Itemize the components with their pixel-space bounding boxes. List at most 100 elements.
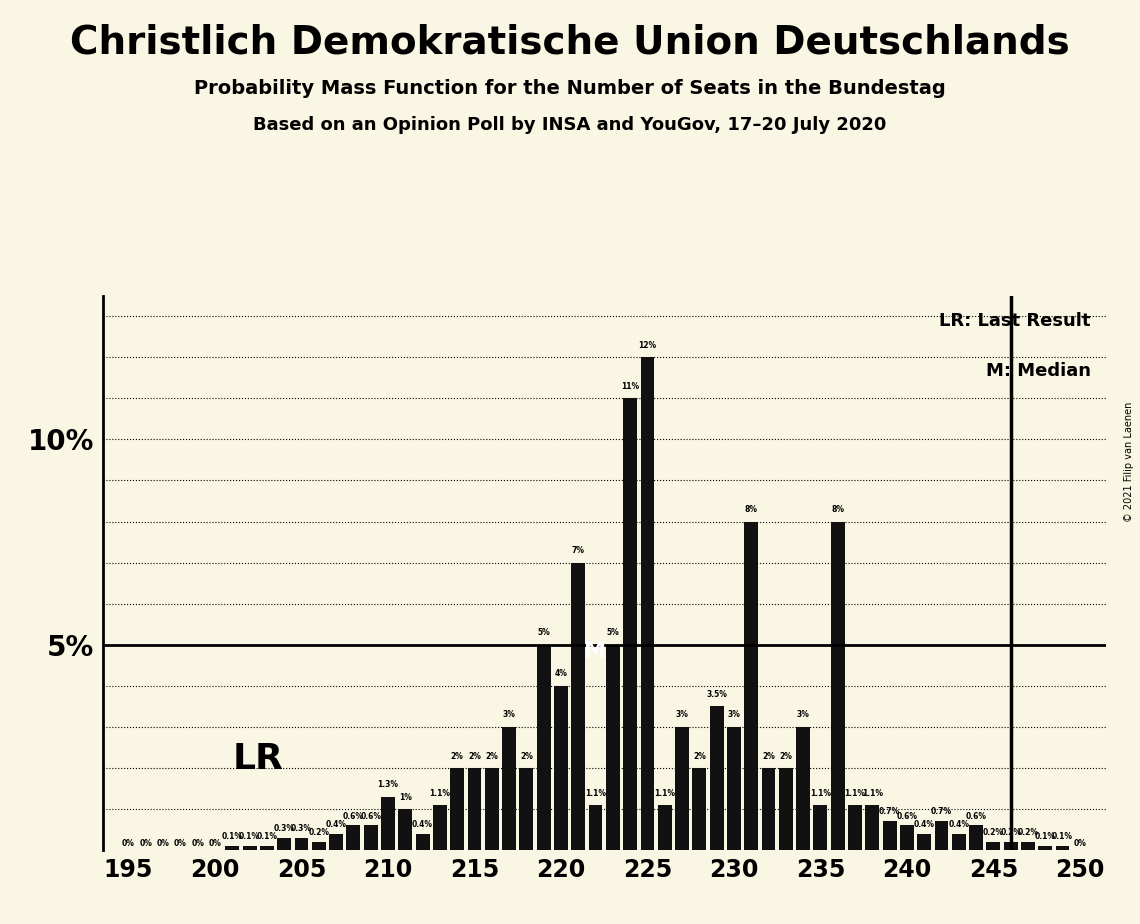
Bar (606, 645, 620, 850)
Bar (1021, 842, 1035, 850)
Text: 2%: 2% (486, 751, 498, 760)
Text: 12%: 12% (638, 341, 657, 350)
Bar (260, 846, 274, 850)
Text: 0.2%: 0.2% (1000, 828, 1021, 837)
Text: 1.1%: 1.1% (809, 788, 831, 797)
Bar (918, 833, 931, 850)
Text: Probability Mass Function for the Number of Seats in the Bundestag: Probability Mass Function for the Number… (194, 79, 946, 98)
Text: 0.7%: 0.7% (879, 808, 901, 817)
Text: © 2021 Filip van Laenen: © 2021 Filip van Laenen (1124, 402, 1134, 522)
Text: 1.1%: 1.1% (845, 788, 865, 797)
Bar (502, 727, 516, 850)
Bar (710, 706, 724, 850)
Text: 0%: 0% (1074, 839, 1086, 848)
Text: Christlich Demokratische Union Deutschlands: Christlich Demokratische Union Deutschla… (71, 23, 1069, 61)
Text: 1%: 1% (399, 793, 412, 802)
Bar (865, 805, 879, 850)
Text: 2%: 2% (693, 751, 706, 760)
Bar (675, 727, 689, 850)
Text: 3%: 3% (503, 711, 515, 720)
Text: 2%: 2% (780, 751, 792, 760)
Text: LR: Last Result: LR: Last Result (939, 312, 1091, 330)
Text: 0%: 0% (209, 839, 221, 848)
Text: 7%: 7% (572, 546, 585, 555)
Text: 0.4%: 0.4% (913, 820, 935, 829)
Bar (398, 809, 413, 850)
Bar (277, 838, 291, 850)
Bar (779, 768, 792, 850)
Text: 0.4%: 0.4% (948, 820, 969, 829)
Bar (692, 768, 707, 850)
Text: 2%: 2% (520, 751, 532, 760)
Bar (554, 686, 568, 850)
Text: 5%: 5% (537, 628, 549, 638)
Bar (658, 805, 671, 850)
Text: 2%: 2% (469, 751, 481, 760)
Bar (520, 768, 534, 850)
Bar (537, 645, 551, 850)
Text: 0.6%: 0.6% (360, 811, 381, 821)
Bar (762, 768, 775, 850)
Text: 1.1%: 1.1% (654, 788, 675, 797)
Text: 0.4%: 0.4% (326, 820, 347, 829)
Text: LR: LR (233, 742, 284, 776)
Text: 0.2%: 0.2% (1018, 828, 1039, 837)
Text: M: Median: M: Median (986, 362, 1091, 380)
Text: M: M (585, 641, 606, 662)
Text: 0%: 0% (192, 839, 204, 848)
Text: 2%: 2% (762, 751, 775, 760)
Text: 0%: 0% (122, 839, 135, 848)
Bar (294, 838, 309, 850)
Bar (329, 833, 343, 850)
Bar (899, 825, 914, 850)
Text: 11%: 11% (621, 382, 640, 391)
Text: 0.1%: 0.1% (1052, 832, 1073, 841)
Bar (935, 821, 948, 850)
Text: 8%: 8% (831, 505, 845, 514)
Text: 0.1%: 0.1% (256, 832, 277, 841)
Bar (1056, 846, 1069, 850)
Text: 3%: 3% (727, 711, 740, 720)
Text: 3%: 3% (797, 711, 809, 720)
Bar (952, 833, 966, 850)
Bar (882, 821, 896, 850)
Bar (744, 521, 758, 850)
Text: 0.1%: 0.1% (1035, 832, 1056, 841)
Text: 1.1%: 1.1% (585, 788, 606, 797)
Bar (796, 727, 811, 850)
Bar (641, 358, 654, 850)
Bar (433, 805, 447, 850)
Text: 0.4%: 0.4% (412, 820, 433, 829)
Text: 0.3%: 0.3% (274, 824, 295, 833)
Bar (969, 825, 983, 850)
Text: 2%: 2% (450, 751, 464, 760)
Text: 0.6%: 0.6% (966, 811, 986, 821)
Text: 0.7%: 0.7% (931, 808, 952, 817)
Bar (848, 805, 862, 850)
Bar (484, 768, 498, 850)
Text: 0.1%: 0.1% (222, 832, 243, 841)
Bar (1039, 846, 1052, 850)
Bar (624, 398, 637, 850)
Text: 4%: 4% (554, 669, 568, 678)
Text: 0.2%: 0.2% (308, 828, 329, 837)
Text: 5%: 5% (606, 628, 619, 638)
Bar (312, 842, 326, 850)
Text: Based on an Opinion Poll by INSA and YouGov, 17–20 July 2020: Based on an Opinion Poll by INSA and You… (253, 116, 887, 133)
Bar (416, 833, 430, 850)
Bar (381, 796, 394, 850)
Text: 0.6%: 0.6% (896, 811, 918, 821)
Text: 0%: 0% (174, 839, 187, 848)
Bar (1003, 842, 1018, 850)
Text: 0.1%: 0.1% (239, 832, 260, 841)
Bar (467, 768, 481, 850)
Bar (243, 846, 256, 850)
Text: 1.3%: 1.3% (377, 780, 399, 789)
Bar (571, 563, 585, 850)
Text: 0.3%: 0.3% (291, 824, 312, 833)
Bar (986, 842, 1000, 850)
Text: 0%: 0% (139, 839, 153, 848)
Bar (450, 768, 464, 850)
Text: 0.2%: 0.2% (983, 828, 1004, 837)
Bar (347, 825, 360, 850)
